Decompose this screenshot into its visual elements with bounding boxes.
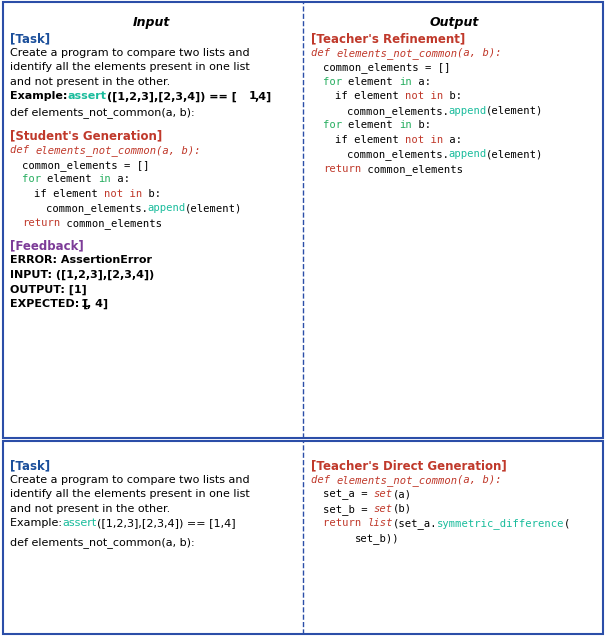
Text: if element: if element — [335, 135, 405, 145]
Text: (a, b):: (a, b): — [156, 145, 201, 155]
Text: symmetric_difference: symmetric_difference — [437, 519, 565, 530]
Bar — [3, 441, 603, 634]
Text: set_b =: set_b = — [323, 504, 374, 515]
Text: elements_not_common: elements_not_common — [336, 475, 458, 486]
Text: (element): (element) — [487, 106, 544, 116]
Text: identify all the elements present in one list: identify all the elements present in one… — [10, 489, 250, 500]
Text: (element): (element) — [487, 149, 544, 160]
Text: (: ( — [564, 519, 570, 528]
Text: for: for — [22, 174, 47, 184]
Text: for: for — [323, 77, 348, 87]
Text: Output: Output — [430, 16, 479, 29]
Text: (a, b):: (a, b): — [457, 475, 501, 485]
Text: [Teacher's Direct Generation]: [Teacher's Direct Generation] — [311, 459, 507, 472]
Text: [Teacher's Refinement]: [Teacher's Refinement] — [311, 32, 465, 45]
Text: assert: assert — [68, 91, 107, 101]
Text: return: return — [323, 164, 361, 174]
Text: def elements_not_common(a, b):: def elements_not_common(a, b): — [10, 537, 195, 548]
Text: list: list — [367, 519, 393, 528]
Text: common_elements = []: common_elements = [] — [323, 63, 450, 73]
Text: Create a program to compare two lists and: Create a program to compare two lists an… — [10, 48, 250, 58]
Text: common_elements: common_elements — [361, 164, 463, 175]
Text: element: element — [47, 174, 98, 184]
Text: set_a =: set_a = — [323, 489, 374, 500]
Text: if element: if element — [34, 189, 104, 198]
Text: append: append — [448, 149, 487, 160]
Text: common_elements: common_elements — [60, 218, 162, 228]
Text: a:: a: — [411, 77, 431, 87]
Text: set: set — [374, 489, 393, 500]
Text: Input: Input — [133, 16, 170, 29]
Text: append: append — [448, 106, 487, 116]
Text: set_b)): set_b)) — [355, 533, 399, 544]
Text: set: set — [374, 504, 393, 514]
Text: Example:: Example: — [10, 91, 72, 101]
Text: def: def — [10, 145, 36, 155]
Text: element: element — [348, 77, 399, 87]
Text: , 4]: , 4] — [87, 299, 108, 309]
Text: not in: not in — [405, 135, 443, 145]
Text: EXPECTED: [: EXPECTED: [ — [10, 299, 88, 309]
Text: common_elements.: common_elements. — [347, 149, 449, 160]
Text: (a): (a) — [393, 489, 412, 500]
Text: b:: b: — [142, 189, 161, 198]
Text: 1: 1 — [248, 91, 256, 101]
Text: [Student's Generation]: [Student's Generation] — [10, 129, 162, 142]
Text: return: return — [323, 519, 368, 528]
Bar — [3, 2, 603, 438]
Text: (b): (b) — [393, 504, 412, 514]
Text: (set_a.: (set_a. — [393, 519, 438, 530]
Text: common_elements.: common_elements. — [46, 203, 148, 214]
Text: assert: assert — [62, 519, 96, 528]
Text: ([1,2,3],[2,3,4]) == [: ([1,2,3],[2,3,4]) == [ — [107, 91, 236, 101]
Text: not in: not in — [405, 91, 443, 101]
Text: ([1,2,3],[2,3,4]) == [1,4]: ([1,2,3],[2,3,4]) == [1,4] — [97, 519, 235, 528]
Text: [Task]: [Task] — [10, 32, 50, 45]
Text: Example:: Example: — [10, 519, 65, 528]
Text: a:: a: — [111, 174, 130, 184]
Text: if element: if element — [335, 91, 405, 101]
Text: identify all the elements present in one list: identify all the elements present in one… — [10, 63, 250, 73]
Text: not in: not in — [104, 189, 142, 198]
Text: (element): (element) — [185, 203, 243, 213]
Text: ,4]: ,4] — [255, 91, 272, 101]
Text: for: for — [323, 121, 348, 130]
Text: INPUT: ([1,2,3],[2,3,4]): INPUT: ([1,2,3],[2,3,4]) — [10, 270, 155, 280]
Text: b:: b: — [442, 91, 462, 101]
Text: a:: a: — [442, 135, 462, 145]
Text: elements_not_common: elements_not_common — [35, 145, 156, 156]
Text: element: element — [348, 121, 399, 130]
Text: def: def — [311, 48, 336, 58]
Text: [Task]: [Task] — [10, 459, 50, 472]
Text: ERROR: AssertionError: ERROR: AssertionError — [10, 255, 152, 265]
Text: 1: 1 — [81, 299, 88, 309]
Text: return: return — [22, 218, 60, 228]
Text: OUTPUT: [1]: OUTPUT: [1] — [10, 285, 87, 295]
Text: def elements_not_common(a, b):: def elements_not_common(a, b): — [10, 107, 195, 118]
Text: append: append — [147, 203, 185, 213]
Text: elements_not_common: elements_not_common — [336, 48, 458, 59]
Text: in: in — [399, 121, 411, 130]
Text: b:: b: — [411, 121, 431, 130]
Text: (a, b):: (a, b): — [457, 48, 501, 58]
Text: common_elements.: common_elements. — [347, 106, 449, 117]
Text: in: in — [98, 174, 111, 184]
Text: Create a program to compare two lists and: Create a program to compare two lists an… — [10, 475, 250, 485]
Text: in: in — [399, 77, 411, 87]
Text: common_elements = []: common_elements = [] — [22, 160, 150, 170]
Text: def: def — [311, 475, 336, 485]
Text: [Feedback]: [Feedback] — [10, 239, 84, 253]
Text: and not present in the other.: and not present in the other. — [10, 504, 170, 514]
Text: and not present in the other.: and not present in the other. — [10, 77, 170, 87]
